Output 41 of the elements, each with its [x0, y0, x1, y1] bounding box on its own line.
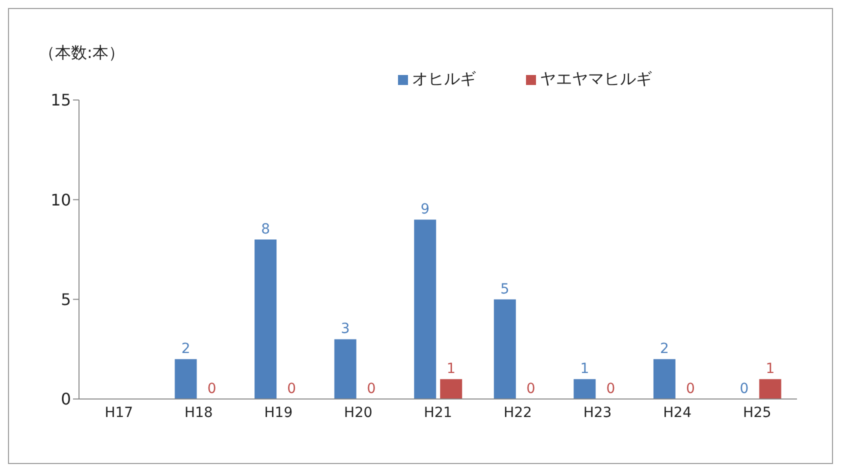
data-label: 2 [181, 341, 190, 358]
data-label: 1 [446, 361, 456, 378]
x-tick-label: H22 [504, 404, 532, 421]
data-label: 2 [660, 341, 669, 358]
bar [759, 379, 782, 399]
y-tick-label: 10 [50, 190, 71, 210]
data-label: 0 [287, 380, 296, 397]
x-tick-label: H25 [742, 404, 772, 421]
data-label: 0 [686, 380, 695, 397]
x-tick-label: H17 [104, 404, 134, 421]
data-label: 1 [766, 361, 775, 378]
data-label: 5 [500, 281, 510, 298]
data-label: 9 [420, 202, 430, 218]
legend-label: オヒルギ [412, 69, 476, 88]
bar [174, 359, 197, 399]
x-tick-label: H23 [583, 404, 612, 421]
data-label: 3 [340, 321, 350, 338]
bar [574, 379, 596, 399]
data-label: 1 [580, 361, 590, 378]
data-label: 8 [261, 222, 270, 238]
data-label: 0 [207, 380, 216, 397]
bar [494, 299, 516, 399]
y-tick-label: 5 [60, 290, 71, 310]
bar [334, 339, 356, 399]
data-label: 0 [740, 380, 749, 397]
bar [414, 220, 436, 399]
bar [653, 359, 676, 399]
data-label: 0 [526, 380, 536, 397]
x-tick-label: H18 [184, 404, 213, 421]
y-axis-title: （本数:本） [39, 43, 124, 64]
y-tick-label: 0 [60, 390, 71, 409]
bar [440, 379, 462, 399]
bar [254, 240, 277, 399]
y-tick-label: 15 [50, 90, 71, 110]
x-tick-label: H19 [264, 404, 293, 421]
legend-label: ヤエヤマヒルギ [540, 69, 652, 88]
data-label: 0 [366, 380, 376, 397]
x-tick-label: H20 [344, 404, 372, 421]
x-tick-label: H21 [424, 404, 452, 421]
data-label: 0 [606, 380, 616, 397]
x-tick-label: H24 [663, 404, 692, 421]
